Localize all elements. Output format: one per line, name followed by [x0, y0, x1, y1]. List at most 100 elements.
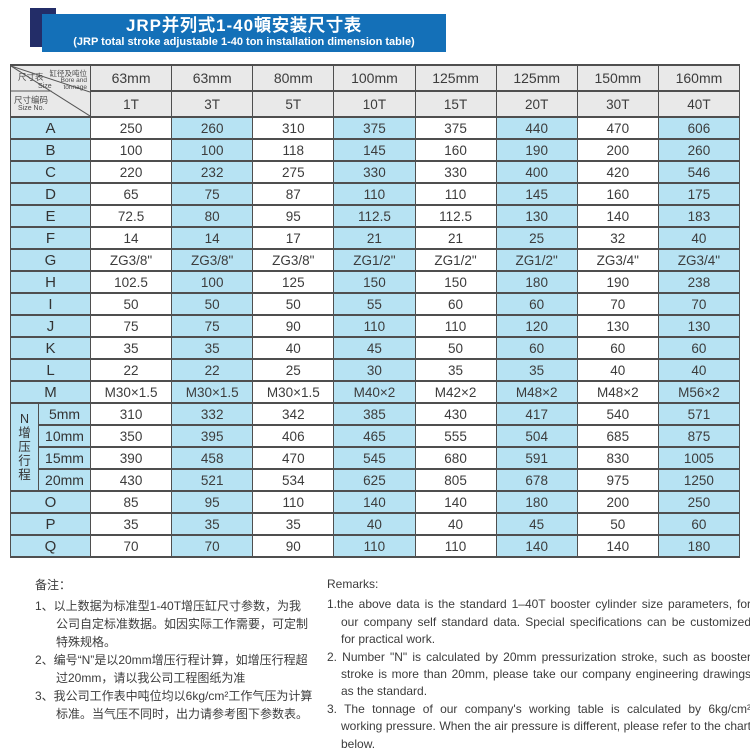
col-header-tonnage: 5T	[252, 90, 335, 118]
table-cell: 830	[576, 446, 659, 470]
table-cell: 35	[171, 336, 254, 360]
table-cell: ZG3/8"	[252, 248, 335, 272]
table-cell: 102.5	[89, 270, 173, 294]
corner-label-size-en: Size	[38, 83, 52, 90]
table-row: I 50 50 50 55 60 60 70 70	[10, 292, 741, 316]
table-cell: 50	[414, 336, 497, 360]
table-cell: 200	[576, 490, 659, 514]
table-cell: 70	[89, 534, 173, 558]
table-cell: 112.5	[333, 204, 416, 228]
table-cell: M30×1.5	[171, 380, 254, 404]
table-cell: 72.5	[89, 204, 173, 228]
table-cell: 430	[414, 402, 497, 426]
notes-zh-items: 1、以上数据为标准型1-40T增压缸尺寸参数，为我公司自定标准数据。如因实际工作…	[35, 597, 313, 723]
table-cell: 21	[333, 226, 416, 250]
table-cell: 470	[252, 446, 335, 470]
table-body: A 250 260 310 375 375 440 470 606 B 100 100 118 145 16…	[10, 116, 741, 558]
row-label: C	[10, 160, 91, 184]
table-cell: 330	[414, 160, 497, 184]
corner-label-no-en: Size No.	[18, 105, 45, 112]
col-header-tonnage: 15T	[414, 90, 497, 118]
table-row: A 250 260 310 375 375 440 470 606	[10, 116, 741, 140]
table-cell: 110	[414, 314, 497, 338]
table-cell: 260	[171, 116, 254, 140]
notes-en: Remarks: 1.the above data is the standar…	[327, 576, 750, 753]
table-cell: 40	[657, 226, 741, 250]
table-cell: 60	[495, 336, 578, 360]
table-cell: 30	[333, 358, 416, 382]
table-cell: 60	[657, 512, 741, 536]
notes-en-heading: Remarks:	[327, 577, 379, 591]
table-row: G ZG3/8" ZG3/8" ZG3/8" ZG1/2" ZG1/2" ZG1/2" ZG3…	[10, 248, 741, 272]
table-row: 10mm 350 395 406 465 555 504 685 875	[11, 424, 741, 448]
table-cell: 130	[576, 314, 659, 338]
table-cell: 140	[333, 490, 416, 514]
table-cell: 17	[252, 226, 335, 250]
table-cell: 75	[89, 314, 173, 338]
table-cell: 95	[252, 204, 335, 228]
table-cell: 60	[414, 292, 497, 316]
table-cell: 232	[171, 160, 254, 184]
table-cell: M56×2	[657, 380, 741, 404]
notes-en-items: 1.the above data is the standard 1–40T b…	[327, 596, 750, 753]
table-cell: 190	[576, 270, 659, 294]
table-cell: 183	[657, 204, 741, 228]
table-cell: 555	[414, 424, 497, 448]
note-item: 2、编号“N”是以20mm增压行程计算，如增压行程超过20mm，请以我公司工程图…	[35, 653, 308, 685]
table-cell: 140	[414, 490, 497, 514]
note-item: 3、我公司工作表中吨位均以6kg/cm²工作气压为计算标准。当气压不同时，出力请…	[35, 689, 313, 721]
note-item: 3. The tonnage of our company's working …	[327, 701, 750, 751]
table-row: F 14 14 17 21 21 25 32 40	[10, 226, 741, 250]
table-cell: 1250	[657, 468, 741, 492]
table-cell: 65	[89, 182, 173, 206]
table-cell: ZG1/2"	[414, 248, 497, 272]
table-cell: 75	[171, 182, 254, 206]
table-cell: 40	[252, 336, 335, 360]
table-cell: 14	[171, 226, 254, 250]
table-cell: 332	[171, 402, 254, 426]
table-cell: 130	[657, 314, 741, 338]
col-header-tonnage: 20T	[495, 90, 578, 118]
row-sublabel: 20mm	[38, 468, 91, 492]
row-label: P	[10, 512, 91, 536]
tonnage-header-row: 1T 3T 5T 10T 15T 20T 30T 40T	[11, 90, 741, 118]
table-cell: 190	[495, 138, 578, 162]
table-cell: ZG3/4"	[576, 248, 659, 272]
table-cell: 200	[576, 138, 659, 162]
table-row: Q 70 70 90 110 110 140 140 180	[10, 534, 741, 558]
table-cell: 35	[89, 336, 173, 360]
table-cell: 458	[171, 446, 254, 470]
table-cell: 50	[171, 292, 254, 316]
table-cell: 110	[414, 534, 497, 558]
table-cell: 180	[657, 534, 741, 558]
dimension-table: 尺寸表 Size 缸径及吨位 Bore and tonnage 尺寸编码 Siz…	[10, 64, 741, 558]
table-cell: 805	[414, 468, 497, 492]
row-label: F	[10, 226, 91, 250]
page-title-en: (JRP total stroke adjustable 1-40 ton in…	[73, 36, 415, 49]
table-row: M M30×1.5 M30×1.5 M30×1.5 M40×2 M42×2 M48×2 M48…	[10, 380, 741, 404]
row-label: D	[10, 182, 91, 206]
table-cell: 160	[414, 138, 497, 162]
row-label: I	[10, 292, 91, 316]
table-cell: 45	[333, 336, 416, 360]
table-cell: 342	[252, 402, 335, 426]
table-cell: M48×2	[495, 380, 578, 404]
table-cell: 260	[657, 138, 741, 162]
table-row: N 增压行程 5mm 310 332 342 385 430 417 540 571	[10, 402, 741, 492]
table-cell: 25	[252, 358, 335, 382]
table-cell: 504	[495, 424, 578, 448]
table-cell: 112.5	[414, 204, 497, 228]
table-cell: M30×1.5	[89, 380, 173, 404]
table-cell: 60	[576, 336, 659, 360]
table-cell: 685	[576, 424, 659, 448]
row-label: M	[10, 380, 91, 404]
table-cell: ZG3/4"	[657, 248, 741, 272]
table-cell: 35	[171, 512, 254, 536]
table-cell: 35	[89, 512, 173, 536]
corner-label-bore-zh: 缸径及吨位	[49, 69, 88, 78]
col-header-bore: 100mm	[333, 64, 416, 92]
table-cell: ZG1/2"	[333, 248, 416, 272]
table-cell: 40	[333, 512, 416, 536]
col-header-bore: 125mm	[495, 64, 578, 92]
table-cell: 21	[414, 226, 497, 250]
